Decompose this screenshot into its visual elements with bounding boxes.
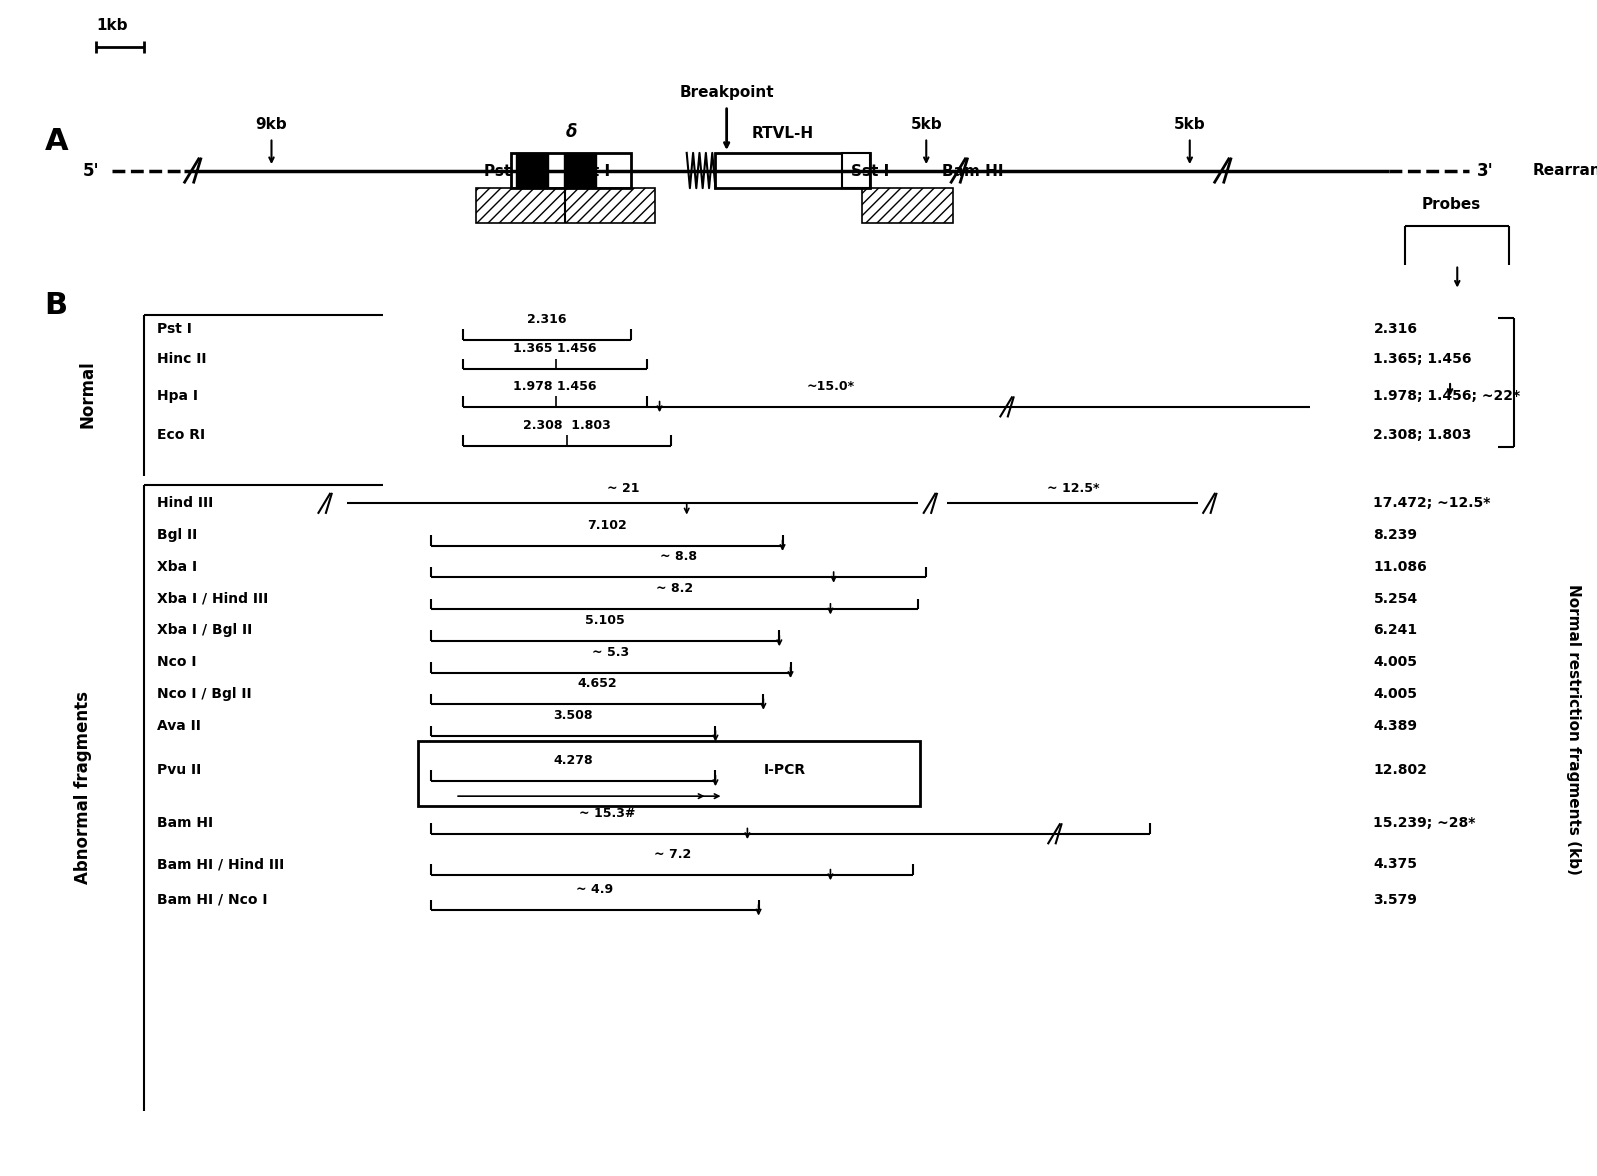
Text: 3': 3' (1477, 161, 1493, 180)
Text: ~ 5.3: ~ 5.3 (592, 646, 629, 659)
Text: Abnormal fragments: Abnormal fragments (73, 691, 93, 884)
Text: 2.308; 1.803: 2.308; 1.803 (1373, 428, 1472, 442)
Text: 3.579: 3.579 (1373, 893, 1417, 907)
Text: 12.802: 12.802 (1373, 763, 1428, 777)
Text: 1.365 1.456: 1.365 1.456 (513, 342, 597, 355)
Text: I-PCR: I-PCR (763, 763, 805, 777)
Text: Bam HI / Nco I: Bam HI / Nco I (157, 893, 267, 907)
Text: 5kb: 5kb (1174, 116, 1206, 132)
Text: Pst I: Pst I (484, 163, 522, 179)
Text: 2.316: 2.316 (1373, 322, 1418, 336)
Text: 4.652: 4.652 (578, 677, 616, 690)
Text: Pst I: Pst I (572, 163, 610, 179)
Text: ~ 12.5*: ~ 12.5* (1048, 482, 1099, 495)
Text: Xba I / Hind III: Xba I / Hind III (157, 592, 268, 606)
Text: Bam HI / Hind III: Bam HI / Hind III (157, 857, 284, 871)
Text: 15.239; ~28*: 15.239; ~28* (1373, 816, 1476, 830)
Text: δ: δ (565, 123, 578, 141)
Text: 1.978 1.456: 1.978 1.456 (513, 380, 597, 393)
Text: Nco I / Bgl II: Nco I / Bgl II (157, 687, 251, 701)
Bar (564, 153, 596, 188)
Text: 4.005: 4.005 (1373, 655, 1418, 669)
Text: Hind III: Hind III (157, 496, 212, 510)
Text: 6.241: 6.241 (1373, 623, 1418, 637)
Text: Probes: Probes (1421, 196, 1480, 212)
Text: 7.102: 7.102 (588, 519, 626, 532)
Bar (715, 153, 870, 188)
Text: 4.005: 4.005 (1373, 687, 1418, 701)
Text: Breakpoint: Breakpoint (679, 85, 775, 100)
Bar (476, 188, 655, 223)
Text: Xba I: Xba I (157, 560, 196, 574)
Text: 5.254: 5.254 (1373, 592, 1418, 606)
Text: Nco I: Nco I (157, 655, 196, 669)
Text: 1.365; 1.456: 1.365; 1.456 (1373, 352, 1472, 366)
Text: 1.978; 1.456; ~22*: 1.978; 1.456; ~22* (1373, 389, 1520, 403)
Text: Pst I: Pst I (157, 322, 192, 336)
Text: ~ 8.2: ~ 8.2 (656, 582, 693, 595)
Text: ~15.0*: ~15.0* (806, 380, 854, 393)
Text: Hinc II: Hinc II (157, 352, 206, 366)
Text: ~ 4.9: ~ 4.9 (577, 883, 613, 896)
Text: Xba I / Bgl II: Xba I / Bgl II (157, 623, 252, 637)
Text: 1kb: 1kb (96, 18, 128, 33)
Text: Sst I: Sst I (851, 163, 890, 179)
Text: ~ 8.8: ~ 8.8 (660, 550, 698, 563)
Text: Bam HI: Bam HI (157, 816, 212, 830)
Text: 5kb: 5kb (910, 116, 942, 132)
Text: RTVL-H: RTVL-H (752, 126, 813, 141)
Text: Eco RI: Eco RI (157, 428, 204, 442)
Bar (511, 153, 631, 188)
Text: 2.308  1.803: 2.308 1.803 (524, 419, 610, 432)
Text: 8.239: 8.239 (1373, 528, 1418, 542)
Text: Bgl II: Bgl II (157, 528, 196, 542)
Bar (516, 153, 548, 188)
Text: 5': 5' (83, 161, 99, 180)
Text: Ava II: Ava II (157, 719, 200, 733)
Text: Normal restriction fragments (kb): Normal restriction fragments (kb) (1565, 583, 1581, 875)
Text: Rearrangement: Rearrangement (1533, 163, 1597, 178)
Text: 11.086: 11.086 (1373, 560, 1428, 574)
Text: 5.105: 5.105 (586, 614, 624, 627)
Text: B: B (45, 292, 67, 320)
Text: Hpa I: Hpa I (157, 389, 198, 403)
Text: 2.316: 2.316 (527, 313, 567, 326)
Text: A: A (45, 127, 69, 155)
Text: 3.508: 3.508 (554, 709, 592, 722)
Text: 17.472; ~12.5*: 17.472; ~12.5* (1373, 496, 1490, 510)
Text: ~ 15.3#: ~ 15.3# (578, 807, 636, 820)
Bar (842, 153, 870, 188)
Text: 4.375: 4.375 (1373, 857, 1418, 871)
Bar (862, 188, 953, 223)
Text: Pvu II: Pvu II (157, 763, 201, 777)
Text: Bam HI: Bam HI (942, 163, 1005, 179)
Text: Normal: Normal (78, 360, 97, 428)
Text: ~ 21: ~ 21 (607, 482, 639, 495)
Text: ~ 7.2: ~ 7.2 (653, 848, 692, 861)
Text: 4.389: 4.389 (1373, 719, 1418, 733)
Bar (418, 741, 920, 806)
Text: 4.278: 4.278 (554, 754, 592, 767)
Text: 9kb: 9kb (256, 116, 287, 132)
